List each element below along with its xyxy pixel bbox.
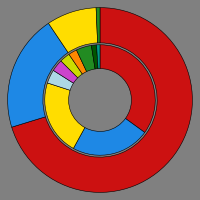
- Wedge shape: [61, 54, 82, 78]
- Wedge shape: [73, 118, 145, 155]
- Wedge shape: [8, 23, 68, 127]
- Wedge shape: [69, 50, 87, 74]
- Wedge shape: [48, 8, 98, 53]
- Wedge shape: [45, 83, 85, 148]
- Wedge shape: [100, 45, 155, 132]
- Wedge shape: [53, 61, 78, 83]
- Wedge shape: [97, 45, 100, 69]
- Wedge shape: [96, 8, 100, 43]
- Wedge shape: [12, 8, 192, 192]
- Wedge shape: [76, 45, 95, 72]
- Wedge shape: [47, 70, 73, 90]
- Wedge shape: [91, 45, 98, 69]
